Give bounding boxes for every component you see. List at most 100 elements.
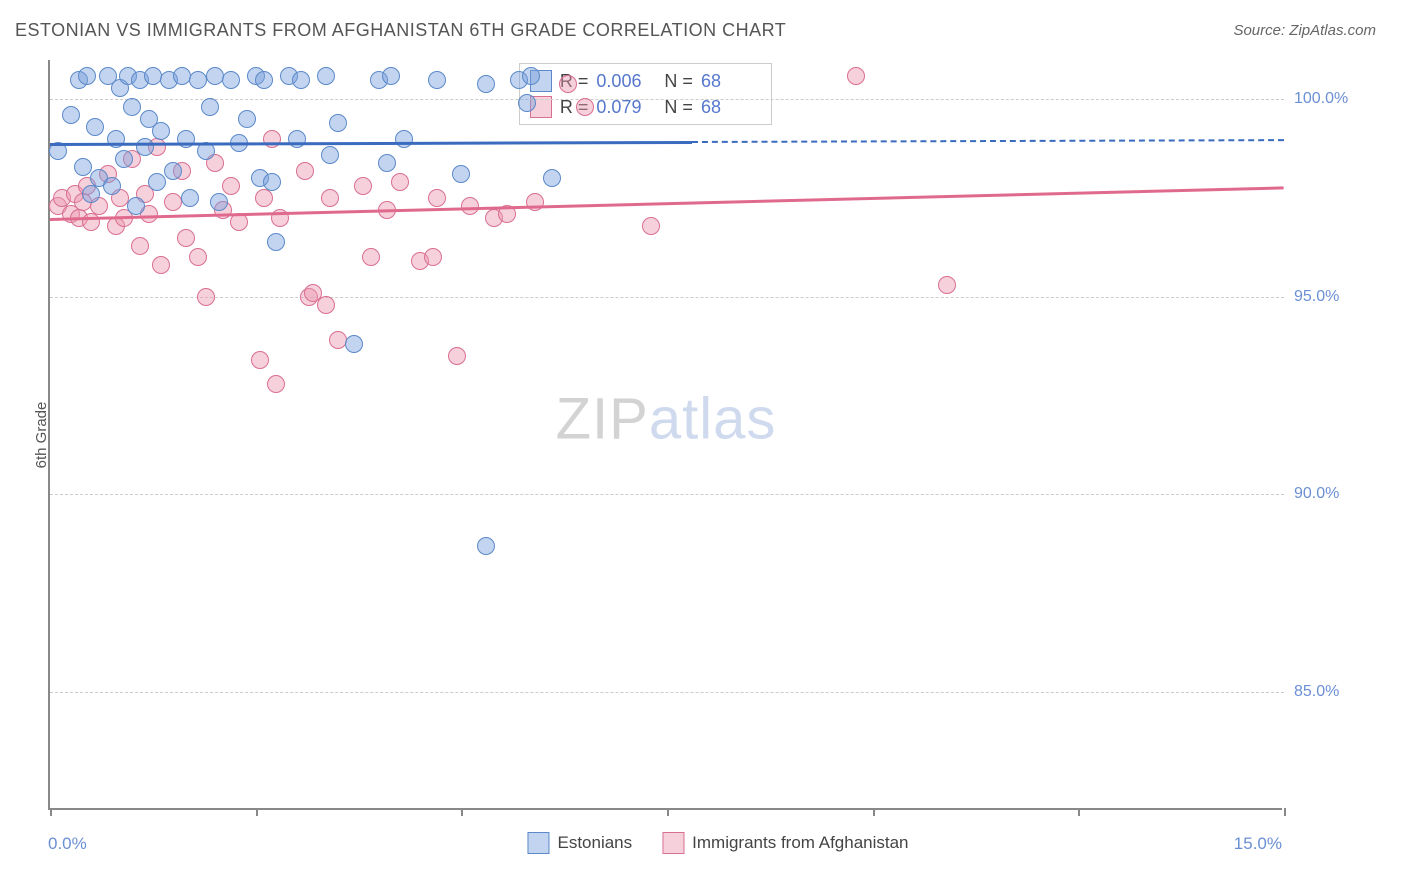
data-point-estonians xyxy=(329,114,347,132)
data-point-estonians xyxy=(201,98,219,116)
data-point-estonians xyxy=(62,106,80,124)
data-point-estonians xyxy=(177,130,195,148)
correlation-stats-box: R = 0.006 N = 68 R = 0.079 N = 68 xyxy=(519,63,772,125)
data-point-afghanistan xyxy=(222,177,240,195)
x-tick xyxy=(50,808,52,816)
x-tick xyxy=(667,808,669,816)
bottom-legend: Estonians Immigrants from Afghanistan xyxy=(527,832,908,854)
r-value-est: 0.006 xyxy=(596,71,656,92)
y-tick-label: 95.0% xyxy=(1294,288,1384,306)
data-point-afghanistan xyxy=(263,130,281,148)
legend-swatch-afghanistan xyxy=(662,832,684,854)
data-point-afghanistan xyxy=(317,296,335,314)
x-max-label: 15.0% xyxy=(1234,834,1282,854)
data-point-estonians xyxy=(164,162,182,180)
data-point-estonians xyxy=(123,98,141,116)
data-point-estonians xyxy=(543,169,561,187)
x-min-label: 0.0% xyxy=(48,834,87,854)
data-point-estonians xyxy=(210,193,228,211)
data-point-estonians xyxy=(477,75,495,93)
data-point-estonians xyxy=(181,189,199,207)
data-point-afghanistan xyxy=(296,162,314,180)
data-point-estonians xyxy=(428,71,446,89)
data-point-estonians xyxy=(288,130,306,148)
data-point-estonians xyxy=(136,138,154,156)
data-point-estonians xyxy=(522,67,540,85)
trendline-estonians-dashed xyxy=(692,139,1284,143)
data-point-afghanistan xyxy=(197,288,215,306)
data-point-estonians xyxy=(321,146,339,164)
data-point-estonians xyxy=(378,154,396,172)
data-point-estonians xyxy=(152,122,170,140)
data-point-estonians xyxy=(206,67,224,85)
source-label: Source: ZipAtlas.com xyxy=(1233,22,1376,39)
data-point-estonians xyxy=(78,67,96,85)
data-point-estonians xyxy=(518,94,536,112)
data-point-afghanistan xyxy=(354,177,372,195)
x-tick xyxy=(1078,808,1080,816)
data-point-afghanistan xyxy=(559,75,577,93)
data-point-estonians xyxy=(173,67,191,85)
legend-label-afghanistan: Immigrants from Afghanistan xyxy=(692,833,908,853)
watermark-atlas: atlas xyxy=(649,387,777,452)
data-point-afghanistan xyxy=(267,375,285,393)
data-point-estonians xyxy=(452,165,470,183)
data-point-estonians xyxy=(345,335,363,353)
gridline-h xyxy=(50,494,1284,495)
data-point-afghanistan xyxy=(189,248,207,266)
data-point-afghanistan xyxy=(251,351,269,369)
data-point-afghanistan xyxy=(152,256,170,274)
data-point-afghanistan xyxy=(131,237,149,255)
data-point-afghanistan xyxy=(461,197,479,215)
data-point-afghanistan xyxy=(428,189,446,207)
data-point-afghanistan xyxy=(329,331,347,349)
legend-swatch-estonians xyxy=(527,832,549,854)
data-point-afghanistan xyxy=(576,98,594,116)
y-tick-label: 100.0% xyxy=(1294,90,1384,108)
n-value-est: 68 xyxy=(701,71,761,92)
data-point-afghanistan xyxy=(164,193,182,211)
chart-title: ESTONIAN VS IMMIGRANTS FROM AFGHANISTAN … xyxy=(15,20,786,41)
plot-area: ZIPatlas R = 0.006 N = 68 R = 0.079 N = … xyxy=(48,60,1282,810)
data-point-estonians xyxy=(222,71,240,89)
x-tick xyxy=(1284,808,1286,816)
data-point-estonians xyxy=(395,130,413,148)
data-point-estonians xyxy=(148,173,166,191)
gridline-h xyxy=(50,99,1284,100)
data-point-afghanistan xyxy=(526,193,544,211)
data-point-afghanistan xyxy=(391,173,409,191)
data-point-afghanistan xyxy=(321,189,339,207)
data-point-afghanistan xyxy=(177,229,195,247)
data-point-afghanistan xyxy=(847,67,865,85)
data-point-estonians xyxy=(382,67,400,85)
data-point-estonians xyxy=(189,71,207,89)
data-point-estonians xyxy=(74,158,92,176)
n-label-est: N = xyxy=(664,71,693,92)
y-tick-label: 90.0% xyxy=(1294,485,1384,503)
data-point-afghanistan xyxy=(362,248,380,266)
data-point-estonians xyxy=(317,67,335,85)
gridline-h xyxy=(50,297,1284,298)
data-point-afghanistan xyxy=(82,213,100,231)
data-point-estonians xyxy=(127,197,145,215)
data-point-estonians xyxy=(255,71,273,89)
x-tick xyxy=(461,808,463,816)
watermark-zip: ZIP xyxy=(556,387,649,452)
chart-container: 6th Grade ZIPatlas R = 0.006 N = 68 R = … xyxy=(48,60,1388,810)
data-point-estonians xyxy=(477,537,495,555)
watermark: ZIPatlas xyxy=(556,386,777,453)
data-point-estonians xyxy=(267,233,285,251)
data-point-estonians xyxy=(82,185,100,203)
x-tick xyxy=(873,808,875,816)
data-point-estonians xyxy=(86,118,104,136)
data-point-afghanistan xyxy=(642,217,660,235)
data-point-estonians xyxy=(238,110,256,128)
x-tick xyxy=(256,808,258,816)
data-point-estonians xyxy=(144,67,162,85)
data-point-afghanistan xyxy=(938,276,956,294)
stats-row-afghanistan: R = 0.079 N = 68 xyxy=(530,94,761,120)
legend-item-estonians: Estonians xyxy=(527,832,632,854)
data-point-estonians xyxy=(115,150,133,168)
legend-label-estonians: Estonians xyxy=(557,833,632,853)
data-point-afghanistan xyxy=(424,248,442,266)
